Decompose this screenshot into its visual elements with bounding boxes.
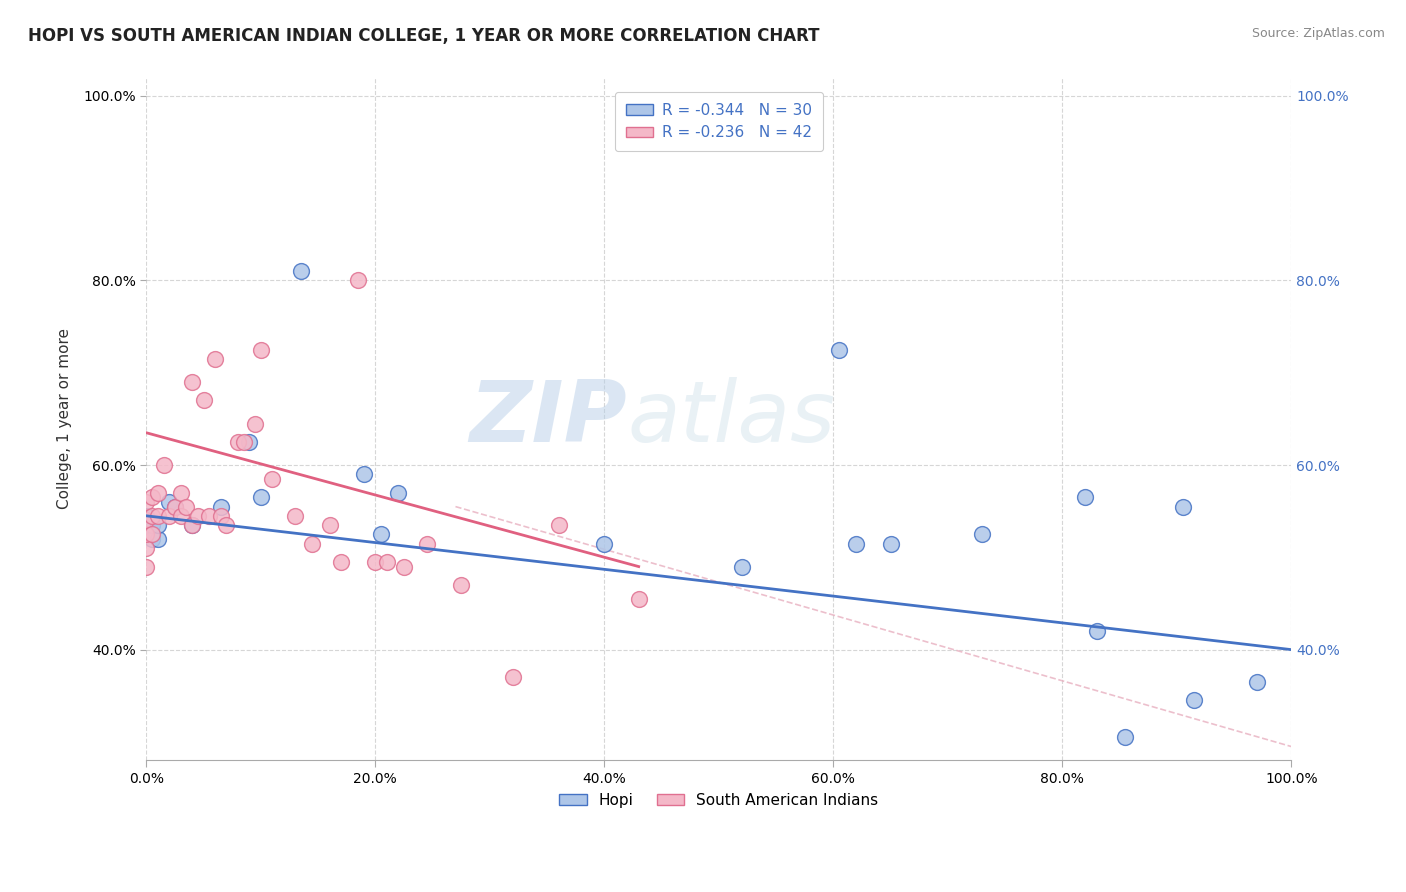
Point (845, 536, 868, 550)
Point (593, 536, 616, 550)
Point (141, 508, 163, 523)
Point (318, 518, 340, 533)
Point (146, 485, 169, 500)
Text: HOPI VS SOUTH AMERICAN INDIAN COLLEGE, 1 YEAR OR MORE CORRELATION CHART: HOPI VS SOUTH AMERICAN INDIAN COLLEGE, 1… (28, 27, 820, 45)
Point (193, 393, 215, 408)
Text: ZIP: ZIP (470, 377, 627, 460)
Point (163, 500, 186, 514)
Point (181, 375, 204, 389)
Point (1246, 675, 1268, 690)
Point (232, 434, 254, 449)
Point (135, 527, 157, 541)
Point (176, 500, 198, 514)
Point (450, 578, 472, 592)
Point (135, 508, 157, 523)
Point (1182, 693, 1205, 707)
Point (135, 495, 157, 509)
Point (416, 536, 439, 550)
Point (238, 434, 260, 449)
Point (1074, 491, 1097, 505)
Point (262, 472, 284, 486)
Point (731, 559, 754, 574)
Point (250, 343, 273, 357)
Point (627, 591, 650, 606)
Point (181, 518, 204, 533)
Point (146, 532, 169, 546)
Text: atlas: atlas (627, 377, 835, 460)
Point (243, 417, 266, 431)
Point (170, 485, 193, 500)
Point (290, 264, 312, 278)
Point (879, 536, 901, 550)
Point (170, 508, 193, 523)
Point (215, 518, 238, 533)
Point (141, 532, 163, 546)
Point (301, 536, 323, 550)
Point (1085, 624, 1108, 639)
Point (187, 508, 209, 523)
Point (209, 500, 232, 514)
Point (157, 495, 180, 509)
Point (181, 518, 204, 533)
Point (135, 508, 157, 523)
Point (375, 555, 398, 569)
Point (198, 508, 221, 523)
Point (1171, 500, 1194, 514)
Point (204, 351, 226, 366)
Point (141, 527, 163, 541)
Point (146, 508, 169, 523)
Point (141, 491, 163, 505)
Point (353, 467, 375, 482)
Point (157, 508, 180, 523)
Point (547, 518, 569, 533)
Point (163, 500, 186, 514)
Point (135, 541, 157, 555)
Point (284, 508, 307, 523)
Point (152, 458, 174, 472)
Y-axis label: College, 1 year or more: College, 1 year or more (58, 328, 72, 509)
Point (135, 559, 157, 574)
Point (370, 527, 392, 541)
Point (972, 527, 994, 541)
Legend: Hopi, South American Indians: Hopi, South American Indians (553, 787, 884, 814)
Point (226, 434, 249, 449)
Point (1114, 731, 1136, 745)
Point (387, 485, 409, 500)
Point (392, 559, 415, 574)
Point (250, 491, 273, 505)
Point (135, 513, 157, 527)
Point (146, 518, 169, 533)
Point (347, 273, 370, 287)
Text: Source: ZipAtlas.com: Source: ZipAtlas.com (1251, 27, 1385, 40)
Point (330, 555, 353, 569)
Point (209, 508, 232, 523)
Point (141, 518, 163, 533)
Point (502, 670, 524, 684)
Point (828, 343, 851, 357)
Point (135, 513, 157, 527)
Point (135, 518, 157, 533)
Point (364, 555, 387, 569)
